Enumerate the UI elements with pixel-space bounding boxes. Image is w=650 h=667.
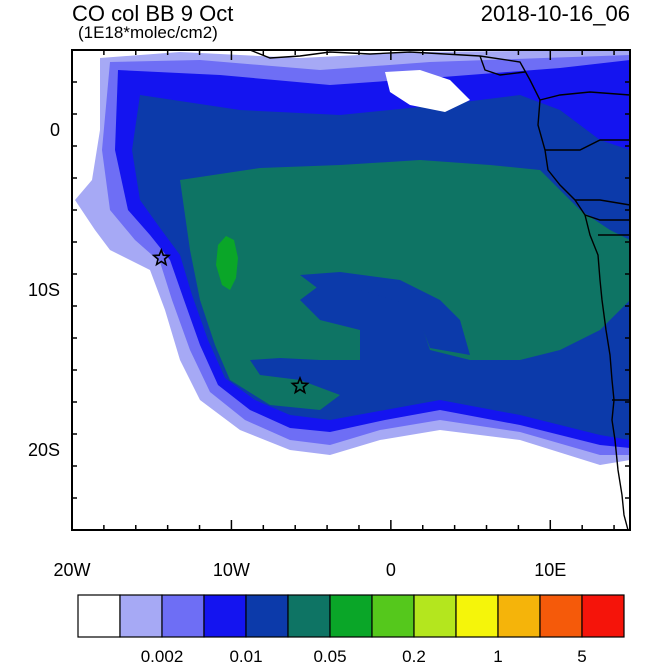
colorbar bbox=[77, 594, 625, 638]
y-tick-label: 20S bbox=[27, 440, 60, 460]
colorbar-swatch bbox=[287, 594, 331, 638]
colorbar-swatch bbox=[371, 594, 415, 638]
axis-ticks bbox=[71, 49, 630, 531]
star-marker-2 bbox=[290, 375, 310, 395]
star-marker-1 bbox=[151, 247, 171, 267]
marker-layer bbox=[151, 247, 310, 395]
field-island-1 bbox=[385, 70, 470, 112]
colorbar-swatch bbox=[455, 594, 499, 638]
map-frame bbox=[71, 49, 631, 531]
colorbar-tick-label: 5 bbox=[577, 647, 587, 666]
concentration-field bbox=[72, 50, 630, 530]
x-tick-label: 10E bbox=[534, 560, 567, 580]
datetime-label: 2018-10-16_06 bbox=[480, 1, 630, 26]
x-tick-label: 0 bbox=[385, 560, 396, 580]
colorbar-swatch bbox=[539, 594, 583, 638]
colorbar-swatch bbox=[161, 594, 205, 638]
colorbar-swatch bbox=[245, 594, 289, 638]
colorbar-swatch bbox=[497, 594, 541, 638]
colorbar-swatch bbox=[329, 594, 373, 638]
colorbar-swatch bbox=[77, 594, 121, 638]
colorbar-swatch bbox=[203, 594, 247, 638]
colorbar-tick-label: 0.01 bbox=[229, 647, 263, 666]
field-level-6 bbox=[216, 236, 238, 290]
x-tick-label: 10W bbox=[212, 560, 250, 580]
x-tick-label: 20W bbox=[53, 560, 91, 580]
plot-title: CO col BB 9 Oct bbox=[72, 1, 234, 26]
colorbar-tick-label: 0.05 bbox=[313, 647, 347, 666]
colorbar-tick-label: 1 bbox=[493, 647, 503, 666]
y-tick-label: 0 bbox=[49, 120, 60, 140]
colorbar-swatch bbox=[413, 594, 457, 638]
colorbar-tick-label: 0.002 bbox=[140, 647, 184, 666]
units-label: (1E18*molec/cm2) bbox=[78, 23, 218, 42]
y-tick-label: 10S bbox=[27, 280, 60, 300]
colorbar-swatch bbox=[581, 594, 625, 638]
coastlines bbox=[249, 49, 631, 531]
colorbar-tick-label: 0.2 bbox=[402, 647, 426, 666]
colorbar-swatch bbox=[119, 594, 163, 638]
field-inclusion-1 bbox=[300, 272, 470, 355]
